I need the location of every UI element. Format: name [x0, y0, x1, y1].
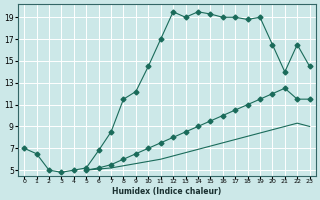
X-axis label: Humidex (Indice chaleur): Humidex (Indice chaleur) [112, 187, 221, 196]
